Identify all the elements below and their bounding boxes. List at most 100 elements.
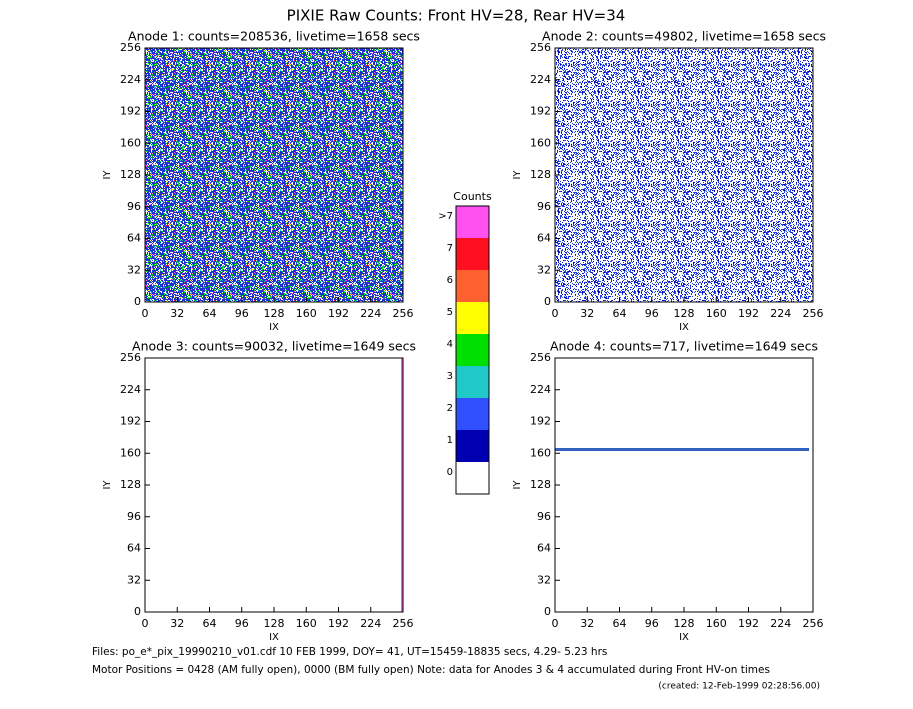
x-tick-label: 192	[738, 617, 759, 630]
y-tick-label: 224	[120, 383, 141, 396]
x-tick-label: 0	[552, 617, 559, 630]
colorbar-swatch	[456, 302, 489, 334]
y-tick-label: 128	[530, 168, 551, 181]
colorbar-swatch	[456, 366, 489, 398]
panel-title: Anode 2: counts=49802, livetime=1658 sec…	[542, 29, 826, 44]
x-tick-label: 32	[580, 617, 594, 630]
y-tick-label: 256	[530, 351, 551, 364]
y-tick-label: 192	[120, 415, 141, 428]
x-tick-label: 64	[203, 307, 217, 320]
y-tick-label: 224	[120, 73, 141, 86]
x-tick-label: 224	[770, 617, 791, 630]
plot-frame	[144, 357, 404, 613]
panel-title: Anode 1: counts=208536, livetime=1658 se…	[128, 29, 420, 44]
colorbar-swatch	[456, 430, 489, 462]
colorbar-label: 0	[447, 467, 453, 478]
colorbar-label: 6	[447, 275, 453, 286]
x-tick-label: 128	[264, 307, 285, 320]
y-axis-label: IY	[512, 170, 523, 180]
x-tick-label: 32	[580, 307, 594, 320]
colorbar-swatch	[456, 398, 489, 430]
colorbar-swatch	[456, 270, 489, 302]
y-tick-label: 64	[537, 232, 551, 245]
colorbar-label: 3	[447, 371, 453, 382]
colorbar-label: 4	[447, 339, 453, 350]
x-tick-label: 192	[328, 617, 349, 630]
y-tick-label: 192	[530, 415, 551, 428]
y-axis-label: IY	[102, 480, 113, 490]
x-tick-label: 128	[264, 617, 285, 630]
colorbar-swatch	[456, 238, 489, 270]
x-tick-label: 256	[803, 617, 824, 630]
y-tick-label: 64	[127, 542, 141, 555]
heatmap-image	[145, 48, 403, 302]
colorbar-label: 1	[447, 435, 453, 446]
colorbar-frame	[455, 205, 490, 495]
x-tick-label: 32	[170, 617, 184, 630]
x-tick-label: 224	[360, 617, 381, 630]
x-tick-label: 224	[360, 307, 381, 320]
heatmap-image	[555, 448, 809, 451]
y-tick-label: 0	[544, 605, 551, 618]
x-axis-label: IX	[679, 322, 689, 333]
x-tick-label: 192	[738, 307, 759, 320]
y-tick-label: 128	[120, 168, 141, 181]
y-tick-label: 256	[530, 41, 551, 54]
x-tick-label: 160	[296, 307, 317, 320]
x-tick-label: 96	[235, 617, 249, 630]
x-tick-label: 0	[552, 307, 559, 320]
colorbar-swatch	[456, 334, 489, 366]
x-tick-label: 128	[674, 617, 695, 630]
x-tick-label: 192	[328, 307, 349, 320]
colorbar-swatch	[456, 206, 489, 238]
x-tick-label: 96	[645, 617, 659, 630]
x-tick-label: 160	[706, 617, 727, 630]
y-tick-label: 32	[127, 573, 141, 586]
colorbar-label: 7	[447, 243, 453, 254]
colorbar-swatch	[456, 462, 489, 494]
y-tick-label: 160	[530, 136, 551, 149]
panel-title: Anode 3: counts=90032, livetime=1649 sec…	[132, 339, 416, 354]
footer-line: Files: po_e*_pix_19990210_v01.cdf 10 FEB…	[92, 646, 607, 658]
plot-frame	[554, 357, 814, 613]
y-tick-label: 192	[120, 105, 141, 118]
y-tick-label: 32	[537, 573, 551, 586]
y-tick-label: 32	[537, 263, 551, 276]
x-tick-label: 256	[393, 617, 414, 630]
y-tick-label: 224	[530, 73, 551, 86]
x-tick-label: 256	[803, 307, 824, 320]
colorbar-label: >7	[438, 211, 453, 222]
x-tick-label: 64	[203, 617, 217, 630]
y-tick-label: 96	[127, 200, 141, 213]
y-tick-label: 64	[127, 232, 141, 245]
x-tick-label: 160	[706, 307, 727, 320]
y-tick-label: 128	[120, 478, 141, 491]
footer-line: Motor Positions = 0428 (AM fully open), …	[92, 664, 770, 676]
x-tick-label: 96	[645, 307, 659, 320]
x-tick-label: 32	[170, 307, 184, 320]
y-tick-label: 32	[127, 263, 141, 276]
x-tick-label: 0	[142, 617, 149, 630]
y-tick-label: 192	[530, 105, 551, 118]
y-tick-label: 256	[120, 41, 141, 54]
x-axis-label: IX	[269, 632, 279, 643]
y-tick-label: 256	[120, 351, 141, 364]
x-tick-label: 128	[674, 307, 695, 320]
colorbar-title: Counts	[453, 190, 492, 203]
y-tick-label: 160	[120, 446, 141, 459]
y-tick-label: 0	[134, 605, 141, 618]
y-tick-label: 160	[530, 446, 551, 459]
x-tick-label: 96	[235, 307, 249, 320]
y-axis-label: IY	[512, 480, 523, 490]
footer-line: (created: 12-Feb-1999 02:28:56.00)	[658, 682, 820, 692]
y-tick-label: 0	[544, 295, 551, 308]
y-tick-label: 0	[134, 295, 141, 308]
y-tick-label: 128	[530, 478, 551, 491]
x-axis-label: IX	[269, 322, 279, 333]
page-title: PIXIE Raw Counts: Front HV=28, Rear HV=3…	[287, 7, 626, 25]
x-tick-label: 0	[142, 307, 149, 320]
y-tick-label: 64	[537, 542, 551, 555]
y-axis-label: IY	[102, 170, 113, 180]
